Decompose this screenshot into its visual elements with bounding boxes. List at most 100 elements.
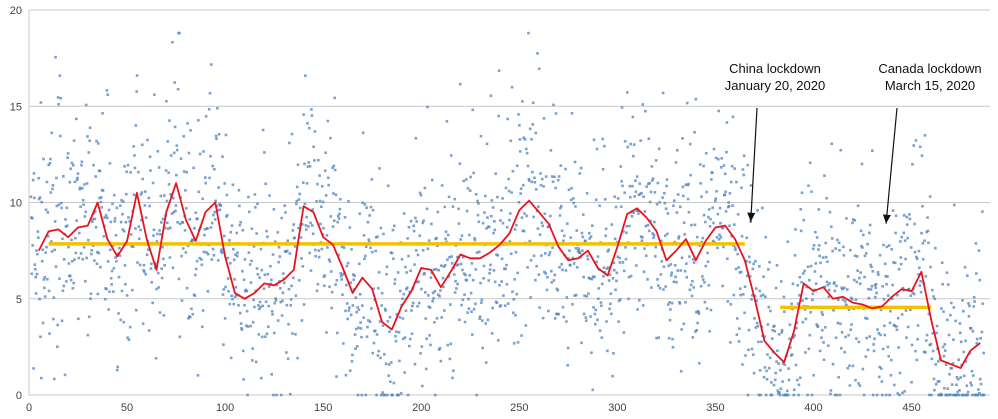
scatter-point <box>971 329 975 333</box>
scatter-point <box>89 292 93 296</box>
scatter-point <box>231 297 234 301</box>
scatter-point <box>439 264 443 267</box>
scatter-point <box>595 260 598 264</box>
scatter-point <box>688 142 692 146</box>
scatter-point <box>455 255 459 259</box>
scatter-point <box>888 393 891 397</box>
scatter-point <box>414 216 417 220</box>
scatter-point <box>38 297 41 301</box>
scatter-point <box>919 280 922 283</box>
scatter-point <box>929 265 932 269</box>
scatter-point <box>597 297 600 301</box>
scatter-point <box>729 341 732 344</box>
scatter-point <box>714 197 718 200</box>
scatter-point <box>792 393 796 397</box>
scatter-point <box>86 135 89 138</box>
scatter-point <box>966 393 969 397</box>
scatter-point <box>817 208 821 211</box>
scatter-point <box>84 279 87 283</box>
scatter-point <box>375 393 378 397</box>
scatter-point <box>649 190 653 194</box>
scatter-point <box>551 246 554 249</box>
scatter-point <box>766 353 769 356</box>
scatter-point <box>511 290 514 294</box>
scatter-point <box>446 343 450 347</box>
scatter-point <box>424 317 428 320</box>
scatter-point <box>82 245 86 249</box>
scatter-point <box>820 336 823 339</box>
scatter-point <box>147 196 151 200</box>
scatter-point <box>587 292 590 295</box>
scatter-point <box>835 393 839 397</box>
scatter-point <box>226 277 230 280</box>
scatter-point <box>934 382 938 386</box>
scatter-point <box>825 196 828 200</box>
scatter-point <box>730 164 734 168</box>
scatter-point <box>453 291 457 294</box>
scatter-point <box>636 308 639 311</box>
scatter-point <box>946 318 949 322</box>
scatter-point <box>279 300 283 304</box>
scatter-point <box>323 274 327 277</box>
scatter-point <box>920 231 923 235</box>
scatter-point <box>41 321 45 325</box>
scatter-point <box>411 301 415 305</box>
scatter-point <box>923 134 927 137</box>
scatter-point <box>795 326 798 330</box>
scatter-point <box>575 293 578 297</box>
scatter-point <box>93 259 96 262</box>
scatter-point <box>69 167 72 171</box>
scatter-point <box>465 279 469 282</box>
scatter-point <box>841 287 844 291</box>
scatter-point <box>79 205 82 209</box>
scatter-point <box>608 307 611 311</box>
scatter-point <box>330 306 333 310</box>
scatter-point <box>909 246 913 249</box>
scatter-point <box>902 214 906 217</box>
scatter-point <box>799 229 803 233</box>
scatter-point <box>327 183 330 187</box>
scatter-point <box>733 246 737 249</box>
scatter-point <box>424 367 428 371</box>
scatter-point <box>487 279 491 282</box>
scatter-point <box>735 333 739 336</box>
scatter-point <box>427 239 431 242</box>
scatter-point <box>238 223 242 227</box>
scatter-point <box>783 310 786 313</box>
scatter-point <box>910 380 913 384</box>
scatter-point <box>336 331 339 335</box>
scatter-point <box>426 105 429 109</box>
scatter-point <box>761 293 765 297</box>
scatter-point <box>520 216 524 219</box>
scatter-point <box>479 134 483 138</box>
scatter-point <box>474 268 478 271</box>
x-tick-label: 250 <box>510 402 528 414</box>
scatter-point <box>166 221 169 225</box>
scatter-point <box>493 280 497 284</box>
scatter-point <box>737 266 740 269</box>
scatter-point <box>558 214 562 217</box>
scatter-point <box>237 303 240 307</box>
scatter-point <box>293 236 296 240</box>
scatter-point <box>110 269 114 273</box>
scatter-point <box>329 215 333 218</box>
scatter-point <box>50 131 53 135</box>
scatter-point <box>60 319 64 323</box>
scatter-point <box>708 225 712 228</box>
scatter-point <box>941 345 945 349</box>
scatter-point <box>895 328 899 332</box>
scatter-point <box>625 231 628 234</box>
scatter-point <box>201 197 204 201</box>
scatter-point <box>653 191 657 194</box>
scatter-point <box>931 288 934 292</box>
scatter-point <box>137 170 140 174</box>
scatter-point <box>603 144 606 148</box>
scatter-point <box>278 255 282 258</box>
scatter-point <box>921 257 925 261</box>
scatter-point <box>345 264 349 268</box>
scatter-point <box>863 275 866 279</box>
scatter-point <box>537 67 541 71</box>
scatter-point <box>782 393 785 397</box>
scatter-point <box>621 184 624 188</box>
scatter-point <box>346 317 349 321</box>
